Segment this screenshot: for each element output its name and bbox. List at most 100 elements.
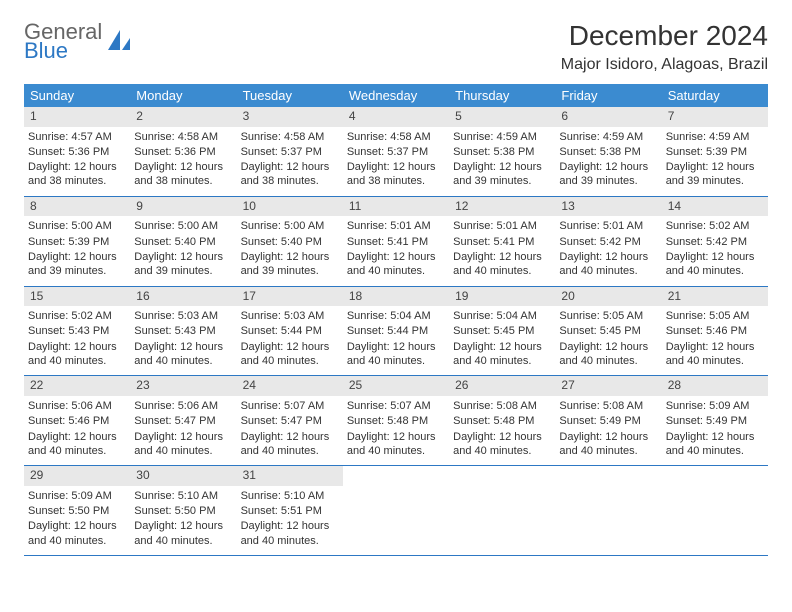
sunset-line: Sunset: 5:51 PM bbox=[241, 504, 339, 518]
daylight-line: Daylight: 12 hours and 38 minutes. bbox=[28, 160, 126, 189]
day-cell: 8Sunrise: 5:00 AMSunset: 5:39 PMDaylight… bbox=[24, 197, 130, 286]
day-body: Sunrise: 5:04 AMSunset: 5:44 PMDaylight:… bbox=[343, 306, 449, 375]
day-cell: 28Sunrise: 5:09 AMSunset: 5:49 PMDayligh… bbox=[662, 376, 768, 465]
dow-cell: Sunday bbox=[24, 84, 130, 107]
day-body: Sunrise: 4:58 AMSunset: 5:37 PMDaylight:… bbox=[343, 127, 449, 196]
sunrise-line: Sunrise: 5:03 AM bbox=[134, 309, 232, 323]
sunset-line: Sunset: 5:39 PM bbox=[666, 145, 764, 159]
daylight-line: Daylight: 12 hours and 40 minutes. bbox=[453, 340, 551, 369]
sunrise-line: Sunrise: 5:04 AM bbox=[347, 309, 445, 323]
day-cell: 3Sunrise: 4:58 AMSunset: 5:37 PMDaylight… bbox=[237, 107, 343, 196]
sunrise-line: Sunrise: 5:06 AM bbox=[28, 399, 126, 413]
day-number: 30 bbox=[130, 466, 236, 486]
day-cell: 30Sunrise: 5:10 AMSunset: 5:50 PMDayligh… bbox=[130, 466, 236, 555]
day-number: 9 bbox=[130, 197, 236, 217]
day-cell: 19Sunrise: 5:04 AMSunset: 5:45 PMDayligh… bbox=[449, 287, 555, 376]
day-cell: 23Sunrise: 5:06 AMSunset: 5:47 PMDayligh… bbox=[130, 376, 236, 465]
day-cell: 16Sunrise: 5:03 AMSunset: 5:43 PMDayligh… bbox=[130, 287, 236, 376]
daylight-line: Daylight: 12 hours and 40 minutes. bbox=[453, 250, 551, 279]
sunrise-line: Sunrise: 5:02 AM bbox=[28, 309, 126, 323]
sunset-line: Sunset: 5:45 PM bbox=[453, 324, 551, 338]
day-number: 14 bbox=[662, 197, 768, 217]
day-number: 7 bbox=[662, 107, 768, 127]
daylight-line: Daylight: 12 hours and 38 minutes. bbox=[134, 160, 232, 189]
day-cell: 2Sunrise: 4:58 AMSunset: 5:36 PMDaylight… bbox=[130, 107, 236, 196]
sunset-line: Sunset: 5:49 PM bbox=[666, 414, 764, 428]
dow-cell: Monday bbox=[130, 84, 236, 107]
day-body: Sunrise: 5:03 AMSunset: 5:43 PMDaylight:… bbox=[130, 306, 236, 375]
day-cell: 18Sunrise: 5:04 AMSunset: 5:44 PMDayligh… bbox=[343, 287, 449, 376]
sunrise-line: Sunrise: 5:05 AM bbox=[559, 309, 657, 323]
daylight-line: Daylight: 12 hours and 40 minutes. bbox=[347, 250, 445, 279]
sunset-line: Sunset: 5:39 PM bbox=[28, 235, 126, 249]
header: General Blue December 2024 Major Isidoro… bbox=[24, 20, 768, 74]
day-cell: 9Sunrise: 5:00 AMSunset: 5:40 PMDaylight… bbox=[130, 197, 236, 286]
sunset-line: Sunset: 5:45 PM bbox=[559, 324, 657, 338]
day-number: 17 bbox=[237, 287, 343, 307]
day-cell: 26Sunrise: 5:08 AMSunset: 5:48 PMDayligh… bbox=[449, 376, 555, 465]
daylight-line: Daylight: 12 hours and 40 minutes. bbox=[134, 519, 232, 548]
sunset-line: Sunset: 5:37 PM bbox=[241, 145, 339, 159]
day-body: Sunrise: 5:00 AMSunset: 5:40 PMDaylight:… bbox=[130, 216, 236, 285]
day-number: 22 bbox=[24, 376, 130, 396]
day-cell bbox=[662, 466, 768, 555]
daylight-line: Daylight: 12 hours and 38 minutes. bbox=[347, 160, 445, 189]
daylight-line: Daylight: 12 hours and 40 minutes. bbox=[28, 519, 126, 548]
day-cell: 6 Sunrise: 4:59 AMSunset: 5:38 PMDaylight… bbox=[555, 107, 661, 196]
sunset-line: Sunset: 5:44 PM bbox=[347, 324, 445, 338]
day-number: 8 bbox=[24, 197, 130, 217]
day-cell bbox=[449, 466, 555, 555]
sunrise-line: Sunrise: 5:09 AM bbox=[666, 399, 764, 413]
sunrise-line: Sunrise: 5:10 AM bbox=[134, 489, 232, 503]
day-number: 15 bbox=[24, 287, 130, 307]
day-cell: 7Sunrise: 4:59 AMSunset: 5:39 PMDaylight… bbox=[662, 107, 768, 196]
day-body: Sunrise: 5:05 AMSunset: 5:45 PMDaylight:… bbox=[555, 306, 661, 375]
sunrise-line: Sunrise: 5:00 AM bbox=[134, 219, 232, 233]
daylight-line: Daylight: 12 hours and 40 minutes. bbox=[453, 430, 551, 459]
day-cell: 20Sunrise: 5:05 AMSunset: 5:45 PMDayligh… bbox=[555, 287, 661, 376]
day-of-week-header: SundayMondayTuesdayWednesdayThursdayFrid… bbox=[24, 84, 768, 107]
sunrise-line: Sunrise: 4:59 AM bbox=[559, 130, 657, 144]
sunrise-line: Sunrise: 5:00 AM bbox=[28, 219, 126, 233]
dow-cell: Tuesday bbox=[237, 84, 343, 107]
sunset-line: Sunset: 5:40 PM bbox=[134, 235, 232, 249]
day-body: Sunrise: 5:06 AMSunset: 5:46 PMDaylight:… bbox=[24, 396, 130, 465]
daylight-line: Daylight: 12 hours and 39 minutes. bbox=[559, 160, 657, 189]
week-row: 22Sunrise: 5:06 AMSunset: 5:46 PMDayligh… bbox=[24, 376, 768, 466]
day-body: Sunrise: 5:05 AMSunset: 5:46 PMDaylight:… bbox=[662, 306, 768, 375]
day-cell bbox=[555, 466, 661, 555]
sunset-line: Sunset: 5:37 PM bbox=[347, 145, 445, 159]
day-cell: 11Sunrise: 5:01 AMSunset: 5:41 PMDayligh… bbox=[343, 197, 449, 286]
day-body: Sunrise: 5:10 AMSunset: 5:50 PMDaylight:… bbox=[130, 486, 236, 555]
daylight-line: Daylight: 12 hours and 40 minutes. bbox=[666, 430, 764, 459]
sunrise-line: Sunrise: 4:57 AM bbox=[28, 130, 126, 144]
sunrise-line: Sunrise: 4:59 AM bbox=[666, 130, 764, 144]
day-number: 18 bbox=[343, 287, 449, 307]
day-body: Sunrise: 5:06 AMSunset: 5:47 PMDaylight:… bbox=[130, 396, 236, 465]
sunset-line: Sunset: 5:47 PM bbox=[241, 414, 339, 428]
day-body: Sunrise: 5:08 AMSunset: 5:49 PMDaylight:… bbox=[555, 396, 661, 465]
day-number: 6 bbox=[555, 107, 661, 127]
day-number: 4 bbox=[343, 107, 449, 127]
sunrise-line: Sunrise: 5:04 AM bbox=[453, 309, 551, 323]
sunset-line: Sunset: 5:42 PM bbox=[559, 235, 657, 249]
sunset-line: Sunset: 5:41 PM bbox=[453, 235, 551, 249]
sunset-line: Sunset: 5:48 PM bbox=[347, 414, 445, 428]
sunrise-line: Sunrise: 5:02 AM bbox=[666, 219, 764, 233]
day-number: 23 bbox=[130, 376, 236, 396]
day-body: Sunrise: 5:10 AMSunset: 5:51 PMDaylight:… bbox=[237, 486, 343, 555]
day-cell: 21Sunrise: 5:05 AMSunset: 5:46 PMDayligh… bbox=[662, 287, 768, 376]
sunset-line: Sunset: 5:38 PM bbox=[559, 145, 657, 159]
day-number: 31 bbox=[237, 466, 343, 486]
location-label: Major Isidoro, Alagoas, Brazil bbox=[561, 56, 768, 74]
day-number: 29 bbox=[24, 466, 130, 486]
daylight-line: Daylight: 12 hours and 40 minutes. bbox=[559, 250, 657, 279]
sunset-line: Sunset: 5:50 PM bbox=[134, 504, 232, 518]
sunrise-line: Sunrise: 5:01 AM bbox=[347, 219, 445, 233]
sunrise-line: Sunrise: 4:59 AM bbox=[453, 130, 551, 144]
sunset-line: Sunset: 5:43 PM bbox=[134, 324, 232, 338]
day-cell: 15Sunrise: 5:02 AMSunset: 5:43 PMDayligh… bbox=[24, 287, 130, 376]
brand-logo: General Blue bbox=[24, 20, 132, 62]
sunrise-line: Sunrise: 5:08 AM bbox=[453, 399, 551, 413]
day-body: Sunrise: 5:01 AMSunset: 5:41 PMDaylight:… bbox=[343, 216, 449, 285]
